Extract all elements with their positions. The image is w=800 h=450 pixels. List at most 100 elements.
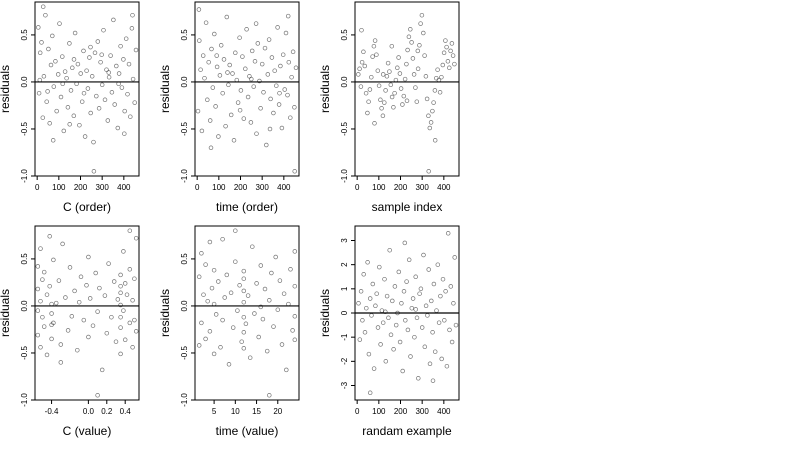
data-point xyxy=(418,21,423,26)
data-point xyxy=(386,315,391,321)
data-point xyxy=(130,298,135,303)
data-point xyxy=(404,98,410,104)
data-point xyxy=(53,300,59,306)
data-point xyxy=(261,90,266,95)
data-point xyxy=(366,351,372,357)
data-point xyxy=(445,59,451,64)
data-point xyxy=(421,30,426,36)
data-point xyxy=(99,367,105,373)
data-point xyxy=(427,125,433,131)
data-point xyxy=(197,38,202,43)
data-point xyxy=(289,74,294,80)
data-point xyxy=(256,334,261,340)
data-point xyxy=(403,318,408,323)
data-point xyxy=(285,92,290,98)
points-group xyxy=(36,4,139,174)
data-point xyxy=(230,325,236,330)
data-point xyxy=(203,336,208,342)
data-point xyxy=(231,138,237,143)
data-point xyxy=(35,286,41,292)
data-point xyxy=(94,93,99,99)
data-point xyxy=(63,295,68,300)
data-point xyxy=(37,50,43,56)
data-point xyxy=(62,69,68,74)
panel-4: -0.4 0.0 0.2 0.4 -1.0 -0.5 0.0 0.5 C (value) resi… xyxy=(0,225,140,438)
data-point xyxy=(61,128,67,134)
x-tick-label: 400 xyxy=(117,183,131,192)
y-axis-label: residuals xyxy=(0,289,12,337)
data-point xyxy=(431,100,436,105)
y-tick-label: -1 xyxy=(340,333,349,341)
data-point xyxy=(424,96,430,102)
data-point xyxy=(227,62,232,68)
data-point xyxy=(401,93,407,99)
data-point xyxy=(278,63,283,69)
data-point xyxy=(65,328,71,333)
data-point xyxy=(371,43,377,49)
data-point xyxy=(392,284,398,289)
data-point xyxy=(292,283,298,289)
data-point xyxy=(44,99,49,104)
data-point xyxy=(422,344,428,350)
data-point xyxy=(224,14,230,20)
panel-2: 0 100 200 300 400 -1.0 -0.5 0.0 0.5 time (order) r… xyxy=(158,1,300,214)
data-point xyxy=(218,43,224,48)
x-axis-label: randam example xyxy=(362,424,452,438)
data-point xyxy=(252,311,257,316)
data-point xyxy=(452,255,457,260)
data-point xyxy=(419,12,425,18)
data-point xyxy=(126,61,132,67)
data-point xyxy=(245,293,251,298)
data-point xyxy=(122,131,127,136)
data-point xyxy=(357,337,363,342)
data-point xyxy=(60,241,65,247)
data-point xyxy=(438,293,443,299)
data-point xyxy=(443,289,448,294)
data-point xyxy=(211,351,217,357)
data-point xyxy=(260,316,266,322)
x-tick-label: 0.2 xyxy=(101,407,113,416)
data-point xyxy=(412,334,417,340)
data-point xyxy=(430,108,435,114)
data-point xyxy=(441,50,447,56)
data-point xyxy=(198,67,203,72)
data-point xyxy=(122,281,128,286)
data-point xyxy=(393,322,399,328)
x-tick-label: 100 xyxy=(372,407,386,416)
data-point xyxy=(113,339,119,344)
data-point xyxy=(258,263,264,268)
data-point xyxy=(379,106,384,111)
data-point xyxy=(240,54,245,59)
data-point xyxy=(51,84,57,89)
data-point xyxy=(38,246,43,251)
data-point xyxy=(363,90,369,96)
data-point xyxy=(65,105,71,110)
data-point xyxy=(282,87,287,92)
data-point xyxy=(423,74,429,79)
x-axis-label: time (value) xyxy=(216,424,279,438)
data-point xyxy=(387,247,392,253)
y-tick-label: -3 xyxy=(340,381,349,389)
data-point xyxy=(67,265,73,270)
data-point xyxy=(58,342,64,347)
data-point xyxy=(118,325,123,330)
data-point xyxy=(89,74,95,79)
data-point xyxy=(361,272,366,277)
data-point xyxy=(430,378,436,383)
data-point xyxy=(400,102,405,107)
data-point xyxy=(252,59,258,64)
x-axis-label: C (value) xyxy=(63,424,112,438)
data-point xyxy=(275,25,280,30)
data-point xyxy=(262,45,268,51)
data-point xyxy=(132,276,137,281)
y-tick-label: -1.0 xyxy=(180,169,189,183)
data-point xyxy=(133,47,139,53)
data-point xyxy=(108,53,113,58)
data-point xyxy=(384,293,390,299)
data-point xyxy=(55,72,61,77)
data-point xyxy=(209,46,214,52)
data-point xyxy=(267,393,272,398)
data-point xyxy=(272,68,277,73)
data-point xyxy=(258,304,264,310)
data-point xyxy=(431,281,437,287)
